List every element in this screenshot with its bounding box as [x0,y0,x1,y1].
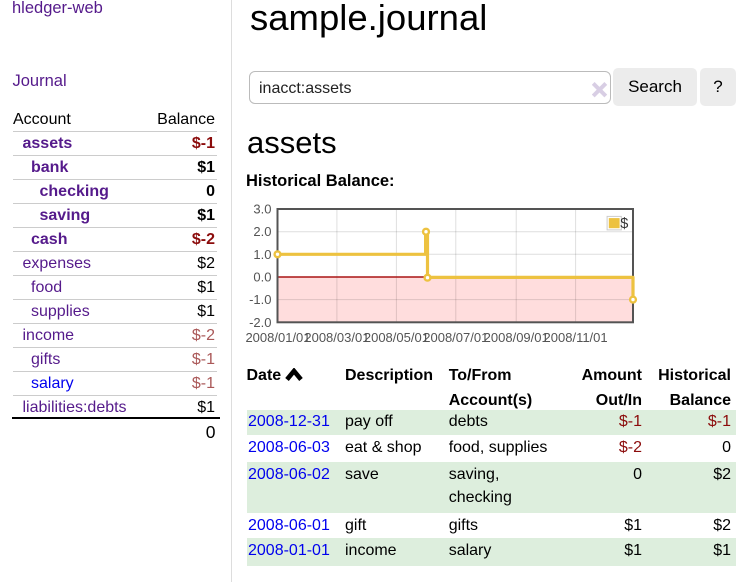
svg-text:2008/01/01: 2008/01/01 [245,330,310,345]
svg-text:-2.0: -2.0 [249,315,271,330]
svg-text:-1.0: -1.0 [249,292,271,307]
svg-text:3.0: 3.0 [253,202,271,217]
svg-text:2.0: 2.0 [253,224,271,239]
svg-text:0.0: 0.0 [253,270,271,285]
svg-text:2008/05/01: 2008/05/01 [364,330,429,345]
svg-text:2008/11/01: 2008/11/01 [544,330,608,345]
svg-text:2008/09/01: 2008/09/01 [484,330,549,345]
svg-text:1.0: 1.0 [253,247,271,262]
svg-text:2008/03/01: 2008/03/01 [304,330,369,345]
svg-text:$: $ [620,216,628,232]
svg-text:2008/07/01: 2008/07/01 [423,330,488,345]
